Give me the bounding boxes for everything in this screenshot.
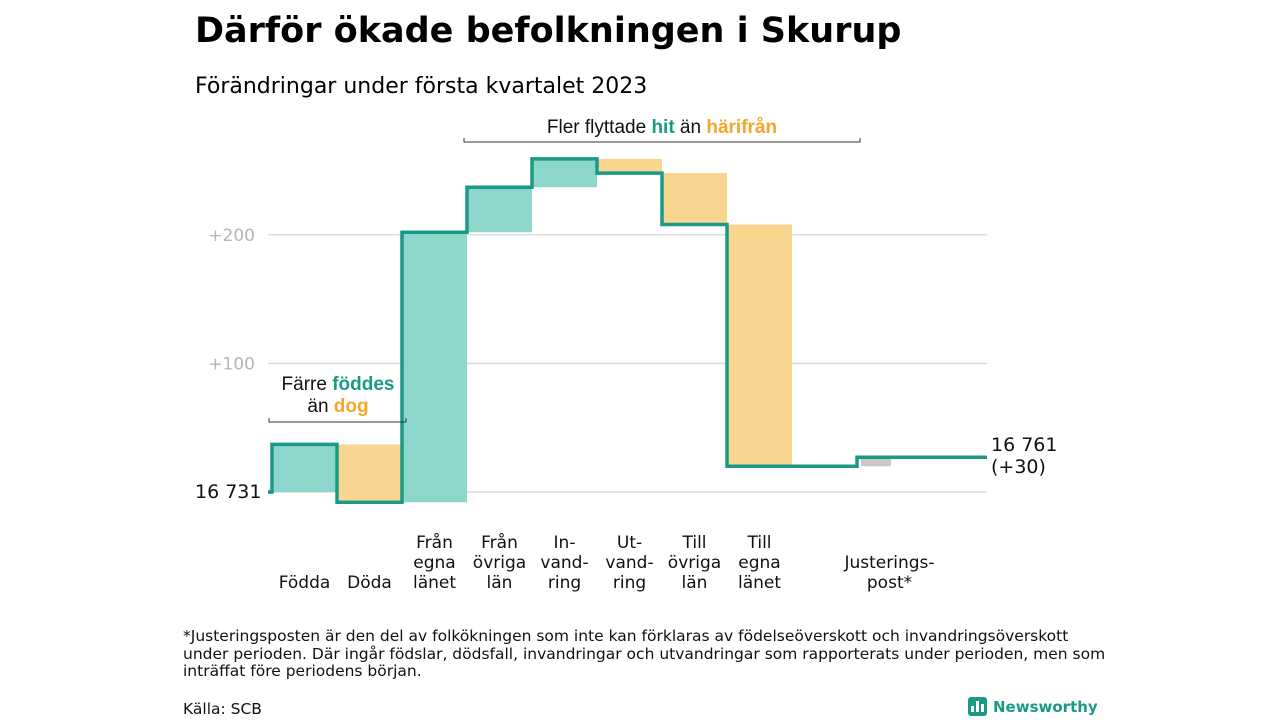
category-label: Födda [279,573,331,593]
category-label: Justerings-post* [843,553,934,593]
category-label: Till övriga län [668,533,721,593]
start-value-label: 16 731 [195,481,261,503]
source: Källa: SCB [183,700,262,718]
chart-title: Därför ökade befolkningen i Skurup [195,11,901,51]
category-labels: Födda Döda Från egna länet Från övriga län In-va… [279,532,935,593]
footnote: *Justeringsposten är den del av folkökni… [183,627,1106,680]
bar [467,187,532,233]
category-label: Från egna länet [413,532,456,593]
y-tick-label: +100 [208,354,255,374]
category-label: Ut-vand-ring [605,533,653,593]
newsworthy-logo[interactable]: Newsworthy [968,697,1098,716]
bar [597,158,662,174]
bar [861,457,891,467]
bar [727,224,792,467]
end-value-label: 16 761 [991,434,1057,456]
bar [337,444,402,503]
births-annotation-line2: än dog [307,396,368,417]
bracket [268,418,407,423]
bars [268,157,987,505]
end-change-label: (+30) [991,456,1046,478]
category-label: Till egna länet [738,533,781,593]
moves-annotation: Fler flyttade hit än härifrån [547,117,777,138]
bar-chart-icon [968,697,987,716]
bar [662,173,727,225]
gridlines: +100 +200 [208,226,987,493]
category-label: Från övriga län [473,532,526,593]
category-label: Döda [347,573,392,593]
category-label: In-vand-ring [540,533,588,593]
bar [402,232,467,503]
bar [272,444,337,492]
bracket [463,138,861,143]
bar [532,158,597,188]
cumulative-line [268,157,987,505]
y-tick-label: +200 [208,226,255,246]
chart-subtitle: Förändringar under första kvartalet 2023 [195,74,647,99]
brand-name: Newsworthy [993,697,1098,716]
births-annotation-line1: Färre föddes [282,374,395,395]
